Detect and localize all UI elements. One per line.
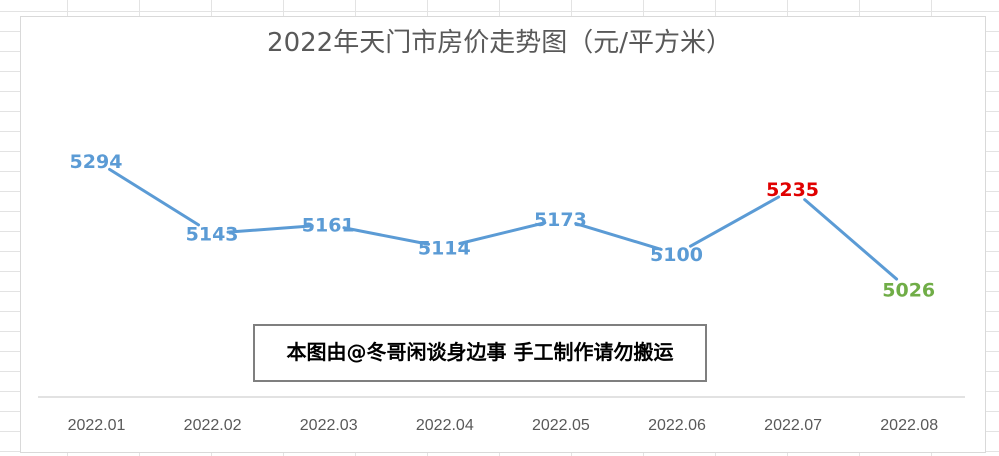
x-tick-label: 2022.03 [300, 417, 358, 434]
x-tick-label: 2022.08 [880, 417, 938, 434]
x-tick-label: 2022.01 [68, 417, 126, 434]
data-label: 5026 [882, 280, 935, 302]
x-tick-label: 2022.06 [648, 417, 706, 434]
data-label: 5294 [70, 151, 123, 173]
watermark-text: 本图由@冬哥闲谈身边事 手工制作请勿搬运 [286, 340, 674, 364]
watermark-box: 本图由@冬哥闲谈身边事 手工制作请勿搬运 [253, 324, 707, 382]
data-label: 5100 [650, 244, 703, 266]
data-label: 5173 [534, 209, 587, 231]
series-layer [108, 167, 899, 281]
series-line-segment [226, 224, 314, 234]
series-line-segment [342, 226, 431, 246]
x-tick-layer: 2022.01 2022.02 2022.03 2022.04 2022.05 2022.… [68, 417, 939, 434]
series-line-segment [688, 195, 781, 248]
data-label: 5161 [302, 215, 355, 237]
series-line-segment [108, 167, 201, 227]
data-label: 5114 [418, 237, 471, 259]
series-line-segment [574, 222, 663, 251]
x-tick-label: 2022.02 [184, 417, 242, 434]
x-tick-label: 2022.04 [416, 417, 474, 434]
data-label-layer: 5294 5143 5161 5114 5173 5100 5235 5026 [70, 151, 936, 302]
series-line-segment [803, 198, 899, 281]
x-tick-label: 2022.05 [532, 417, 590, 434]
x-tick-label: 2022.07 [764, 417, 822, 434]
data-label: 5143 [186, 223, 239, 245]
chart-title: 2022年天门市房价走势图（元/平方米） [267, 28, 732, 58]
data-label: 5235 [766, 179, 819, 201]
series-line-segment [458, 221, 547, 245]
